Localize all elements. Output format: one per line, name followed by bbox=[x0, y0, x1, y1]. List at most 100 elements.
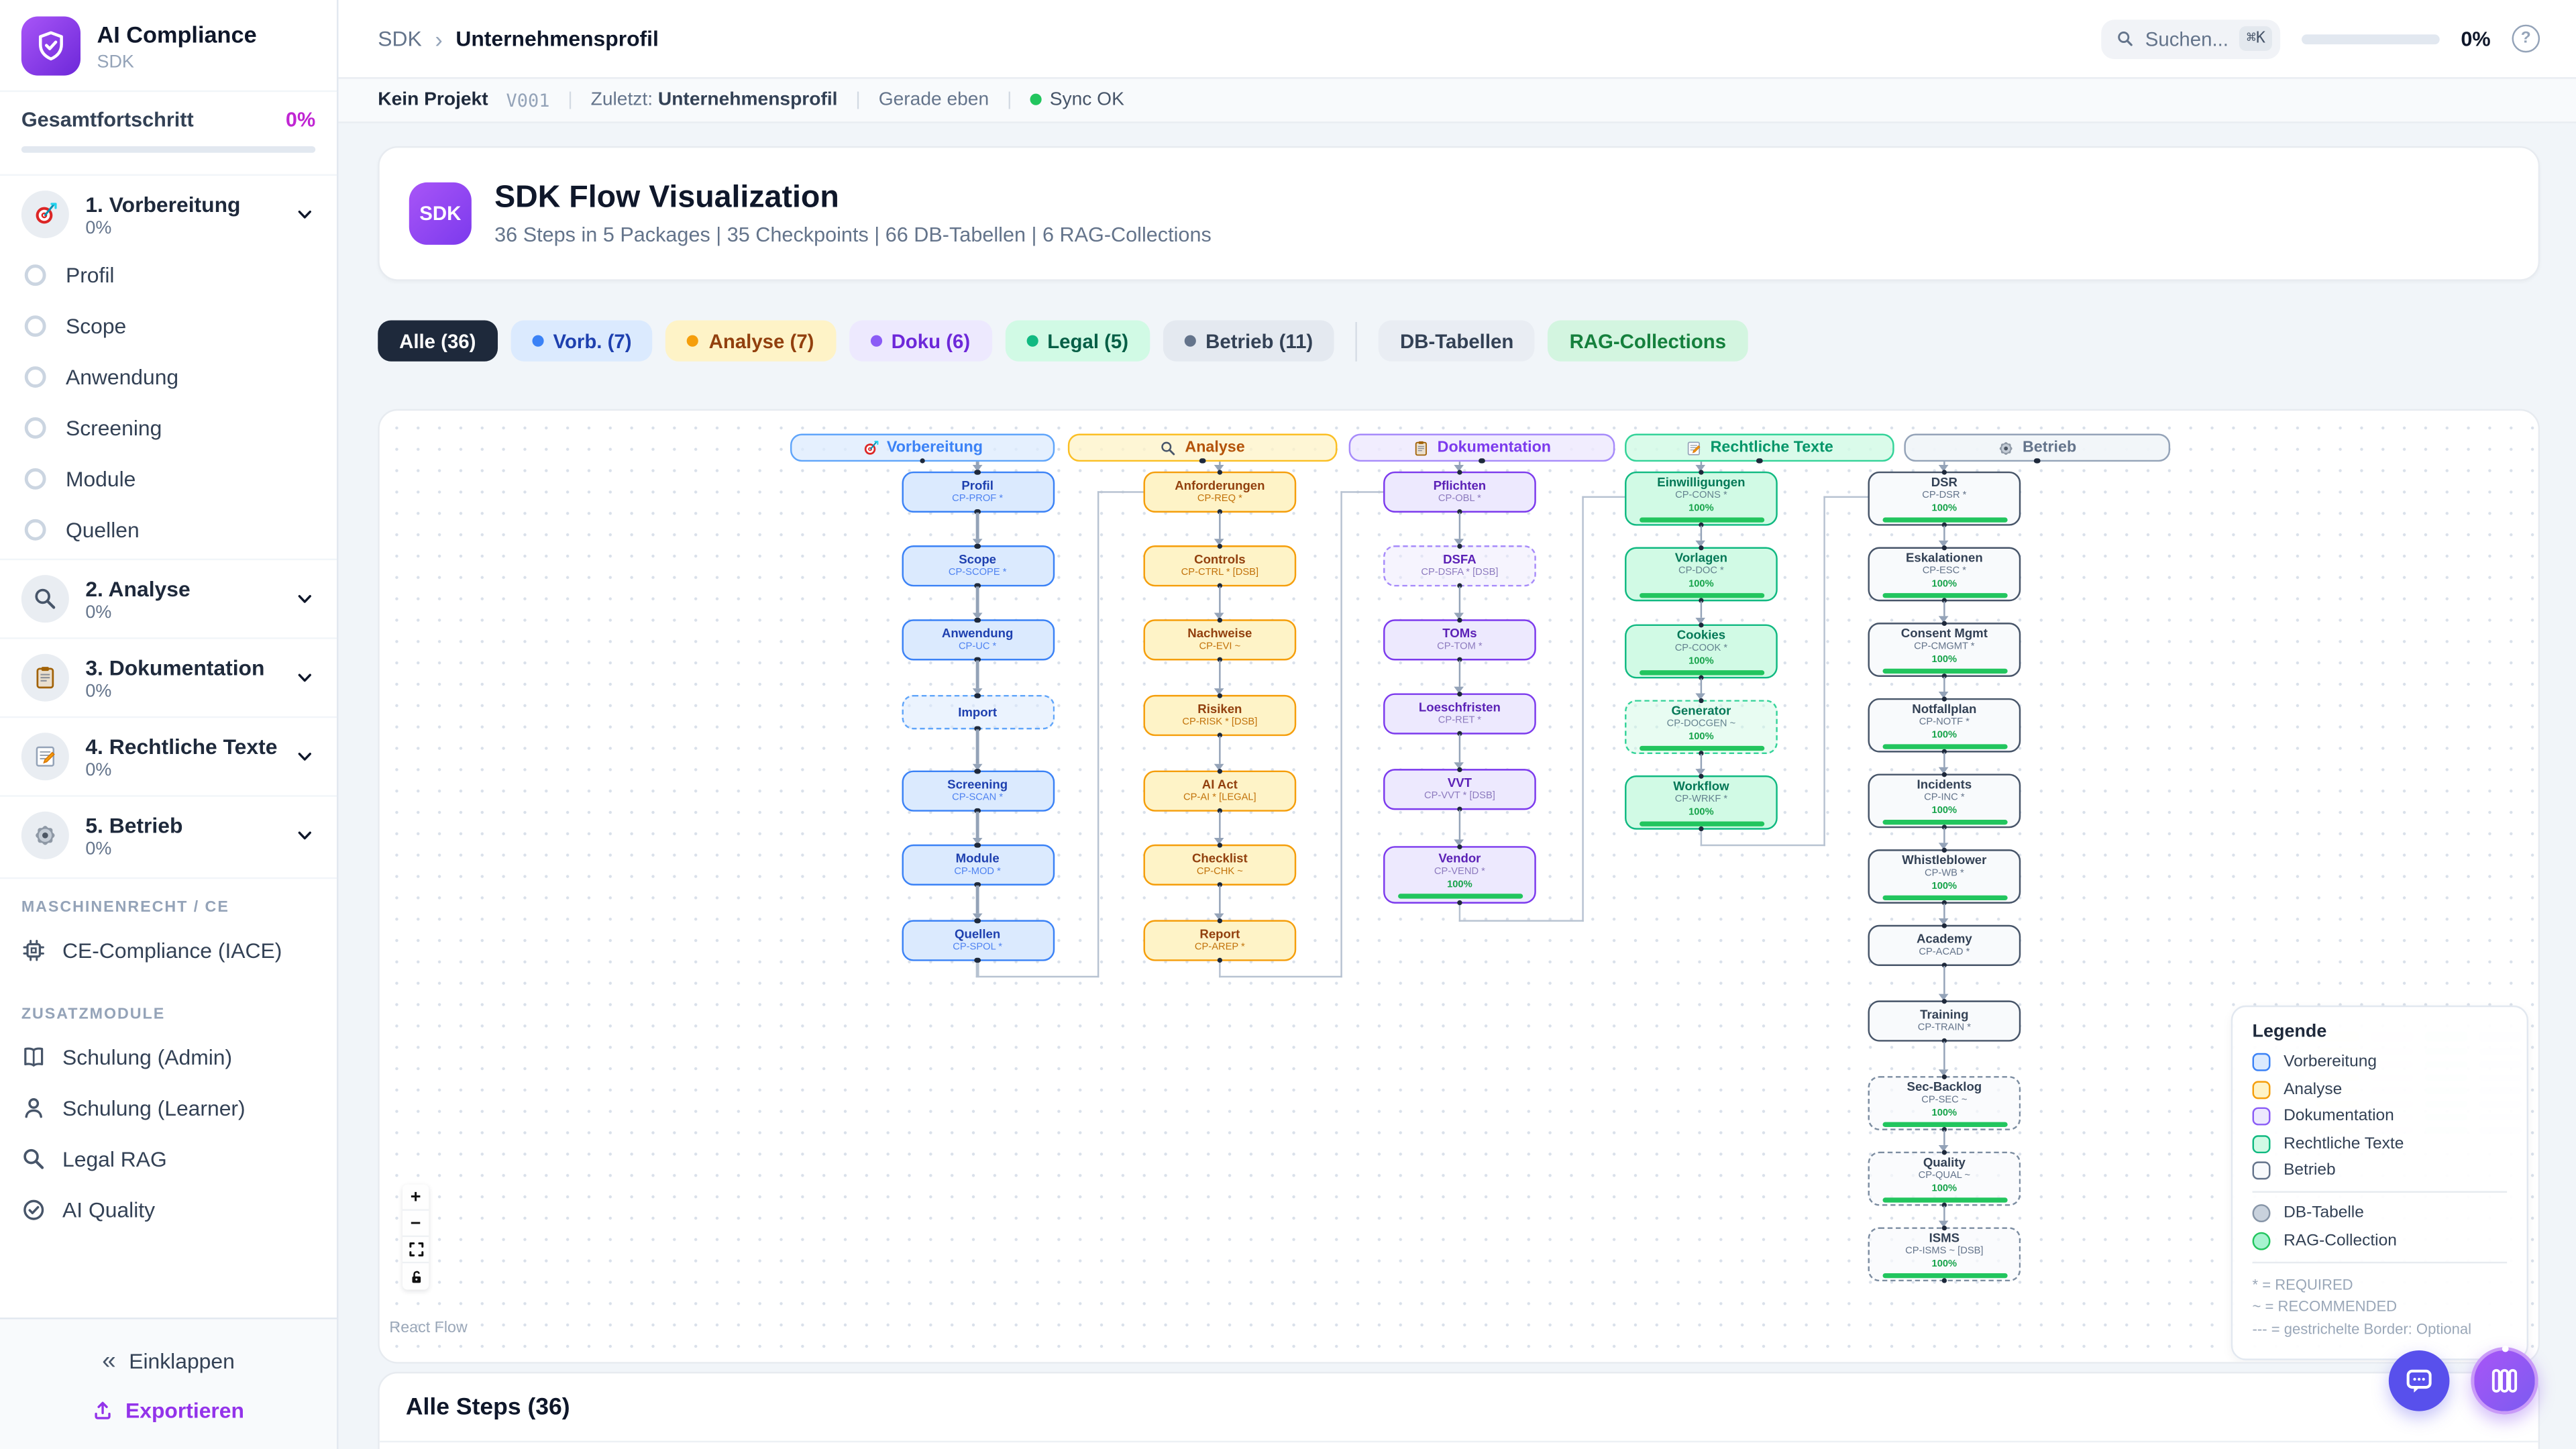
sidebar-item-legal-rag[interactable]: Legal RAG bbox=[0, 1134, 337, 1185]
sidebar-item-scope[interactable]: Scope bbox=[0, 301, 337, 352]
sidebar-item-ce-compliance-iace[interactable]: CE-Compliance (IACE) bbox=[0, 925, 337, 976]
flow-node-controls[interactable]: Controls CP-CTRL * [DSB] bbox=[1143, 543, 1297, 588]
filter-chip-rag-collections[interactable]: RAG-Collections bbox=[1548, 320, 1748, 362]
help-icon[interactable]: ? bbox=[2512, 24, 2540, 53]
fit-view-button[interactable] bbox=[402, 1237, 429, 1264]
flow-node-vendor[interactable]: Vendor CP-VEND * 100% bbox=[1383, 844, 1536, 906]
flow-node-checklist[interactable]: Checklist CP-CHK ~ bbox=[1143, 843, 1297, 888]
lock-button[interactable] bbox=[402, 1263, 429, 1290]
flow-node-training[interactable]: Training CP-TRAIN * bbox=[1868, 998, 2021, 1044]
flow-node-dsr[interactable]: DSR CP-DSR * 100% bbox=[1868, 470, 2021, 528]
sidebar-item-anwendung[interactable]: Anwendung bbox=[0, 352, 337, 402]
overall-progress-bar bbox=[21, 146, 316, 153]
flow-node-incidents[interactable]: Incidents CP-INC * 100% bbox=[1868, 772, 2021, 830]
filter-chip-analyse-7[interactable]: Analyse (7) bbox=[665, 320, 836, 362]
flow-node-report[interactable]: Report CP-AREP * bbox=[1143, 918, 1297, 963]
flow-node-module[interactable]: Module CP-MOD * bbox=[901, 843, 1055, 888]
clipboard-icon bbox=[1413, 439, 1429, 455]
overall-progress: Gesamtfortschritt 0% bbox=[0, 92, 337, 176]
flow-node-anforderungen[interactable]: Anforderungen CP-REQ * bbox=[1143, 470, 1297, 515]
breadcrumb-root[interactable]: SDK bbox=[378, 26, 422, 51]
flow-group-rechtliche-texte[interactable]: Rechtliche Texte bbox=[1625, 433, 1894, 464]
overall-progress-value: 0% bbox=[285, 108, 316, 131]
flow-node-workflow[interactable]: Workflow CP-WRKF * 100% bbox=[1625, 773, 1778, 832]
memo-icon bbox=[1686, 439, 1702, 455]
node-progress-bar bbox=[1882, 594, 2007, 598]
chevron-down-icon[interactable] bbox=[294, 824, 315, 846]
flow-node-ai-act[interactable]: AI Act CP-AI * [LEGAL] bbox=[1143, 769, 1297, 814]
flow-node-cookies[interactable]: Cookies CP-COOK * 100% bbox=[1625, 623, 1778, 680]
chevron-down-icon[interactable] bbox=[294, 588, 315, 610]
flow-node-consent-mgmt[interactable]: Consent Mgmt CP-CMGMT * 100% bbox=[1868, 621, 2021, 679]
flow-group-analyse[interactable]: Analyse bbox=[1067, 433, 1338, 464]
search-icon bbox=[2116, 30, 2134, 48]
flow-node-isms[interactable]: ISMS CP-ISMS ~ [DSB] 100% bbox=[1868, 1225, 2021, 1283]
filter-chip-doku-6[interactable]: Doku (6) bbox=[848, 320, 991, 362]
flow-node-quellen[interactable]: Quellen CP-SPOL * bbox=[901, 918, 1055, 963]
flow-node-scope[interactable]: Scope CP-SCOPE * bbox=[901, 543, 1055, 588]
flow-node-nachweise[interactable]: Nachweise CP-EVI ~ bbox=[1143, 617, 1297, 662]
flow-node-screening[interactable]: Screening CP-SCAN * bbox=[901, 769, 1055, 814]
sidebar-item-ai-quality[interactable]: AI Quality bbox=[0, 1185, 337, 1236]
filter-chip-db-tabellen[interactable]: DB-Tabellen bbox=[1379, 320, 1536, 362]
phase-3-dokumentation[interactable]: 3. Dokumentation 0% bbox=[0, 643, 337, 713]
chevron-down-icon[interactable] bbox=[294, 746, 315, 767]
flow-node-profil[interactable]: Profil CP-PROF * bbox=[901, 470, 1055, 515]
flow-node-vvt[interactable]: VVT CP-VVT * [DSB] bbox=[1383, 767, 1536, 812]
flow-node-anwendung[interactable]: Anwendung CP-UC * bbox=[901, 617, 1055, 662]
board-view-fab[interactable] bbox=[2471, 1345, 2538, 1415]
legend-note: ~ = RECOMMENDED bbox=[2252, 1298, 2398, 1316]
flow-node-pflichten[interactable]: Pflichten CP-OBL * bbox=[1383, 470, 1536, 515]
flow-node-import[interactable]: Import bbox=[901, 693, 1055, 731]
flow-node-whistleblower[interactable]: Whistleblower CP-WB * 100% bbox=[1868, 847, 2021, 906]
zoom-out-button[interactable]: − bbox=[402, 1210, 429, 1238]
chip-icon bbox=[21, 938, 46, 963]
phase-nav: 1. Vorbereitung 0% Profil Scope Anwendung Sc… bbox=[0, 176, 337, 874]
sidebar-item-quellen[interactable]: Quellen bbox=[0, 504, 337, 555]
node-progress-bar bbox=[1882, 745, 2007, 750]
filter-chip-vorb-7[interactable]: Vorb. (7) bbox=[510, 320, 653, 362]
flow-edge bbox=[1697, 462, 1705, 472]
flow-node-loeschfristen[interactable]: Loeschfristen CP-RET * bbox=[1383, 692, 1536, 737]
zoom-in-button[interactable]: + bbox=[402, 1184, 429, 1211]
flow-node-academy[interactable]: Academy CP-ACAD * bbox=[1868, 923, 2021, 968]
export-button[interactable]: Exportieren bbox=[0, 1383, 337, 1426]
flow-group-dokumentation[interactable]: Dokumentation bbox=[1348, 433, 1615, 464]
flow-node-notfallplan[interactable]: Notfallplan CP-NOTF * 100% bbox=[1868, 696, 2021, 755]
steps-table-card: Alle Steps (36) bbox=[378, 1371, 2540, 1449]
sidebar-item-schulung-learner[interactable]: Schulung (Learner) bbox=[0, 1083, 337, 1134]
flow-canvas[interactable]: Vorbereitung Profil CP-PROF * Scope CP-SCOPE… bbox=[378, 409, 2540, 1364]
phase-5-betrieb[interactable]: 5. Betrieb 0% bbox=[0, 800, 337, 871]
filter-chip-betrieb-11[interactable]: Betrieb (11) bbox=[1163, 320, 1335, 362]
flow-node-quality[interactable]: Quality CP-QUAL ~100% bbox=[1868, 1150, 2021, 1208]
flow-node-einwilligungen[interactable]: Einwilligungen CP-CONS * 100% bbox=[1625, 470, 1778, 528]
chat-fab[interactable] bbox=[2388, 1350, 2450, 1411]
flow-group-vorbereitung[interactable]: Vorbereitung bbox=[790, 433, 1055, 464]
chevron-down-icon[interactable] bbox=[294, 204, 315, 225]
sidebar-item-screening[interactable]: Screening bbox=[0, 402, 337, 453]
chevron-down-icon[interactable] bbox=[294, 667, 315, 688]
phase-2-analyse[interactable]: 2. Analyse 0% bbox=[0, 564, 337, 634]
app-logo[interactable]: AI Compliance SDK bbox=[0, 0, 337, 93]
flow-node-generator[interactable]: Generator CP-DOCGEN ~100% bbox=[1625, 698, 1778, 756]
sidebar-item-module[interactable]: Module bbox=[0, 453, 337, 504]
sidebar-item-schulung-admin[interactable]: Schulung (Admin) bbox=[0, 1032, 337, 1083]
phase-4-rechtliche-texte[interactable]: 4. Rechtliche Texte 0% bbox=[0, 721, 337, 792]
search-icon bbox=[21, 1146, 46, 1171]
flow-node-sec-backlog[interactable]: Sec-Backlog CP-SEC ~100% bbox=[1868, 1074, 2021, 1132]
flow-node-dsfa[interactable]: DSFA CP-DSFA * [DSB] bbox=[1383, 543, 1536, 588]
sidebar: AI Compliance SDK Gesamtfortschritt 0% 1… bbox=[0, 0, 339, 1449]
phase-1-vorbereitung[interactable]: 1. Vorbereitung 0% bbox=[0, 179, 337, 250]
flow-group-betrieb[interactable]: Betrieb bbox=[1904, 433, 2171, 464]
flow-node-vorlagen[interactable]: Vorlagen CP-DOC * 100% bbox=[1625, 545, 1778, 603]
filter-chip-alle-36[interactable]: Alle (36) bbox=[378, 320, 498, 362]
sidebar-item-profil[interactable]: Profil bbox=[0, 250, 337, 301]
search-input[interactable]: Suchen... ⌘K bbox=[2100, 19, 2280, 58]
filter-chip-legal-5[interactable]: Legal (5) bbox=[1004, 320, 1150, 362]
clipboard-icon bbox=[21, 653, 69, 702]
collapse-sidebar-button[interactable]: « Einklappen bbox=[102, 1347, 235, 1375]
flow-node-eskalationen[interactable]: Eskalationen CP-ESC * 100% bbox=[1868, 545, 2021, 603]
flow-node-risiken[interactable]: Risiken CP-RISK * [DSB] bbox=[1143, 693, 1297, 738]
flow-node-toms[interactable]: TOMs CP-TOM * bbox=[1383, 617, 1536, 662]
